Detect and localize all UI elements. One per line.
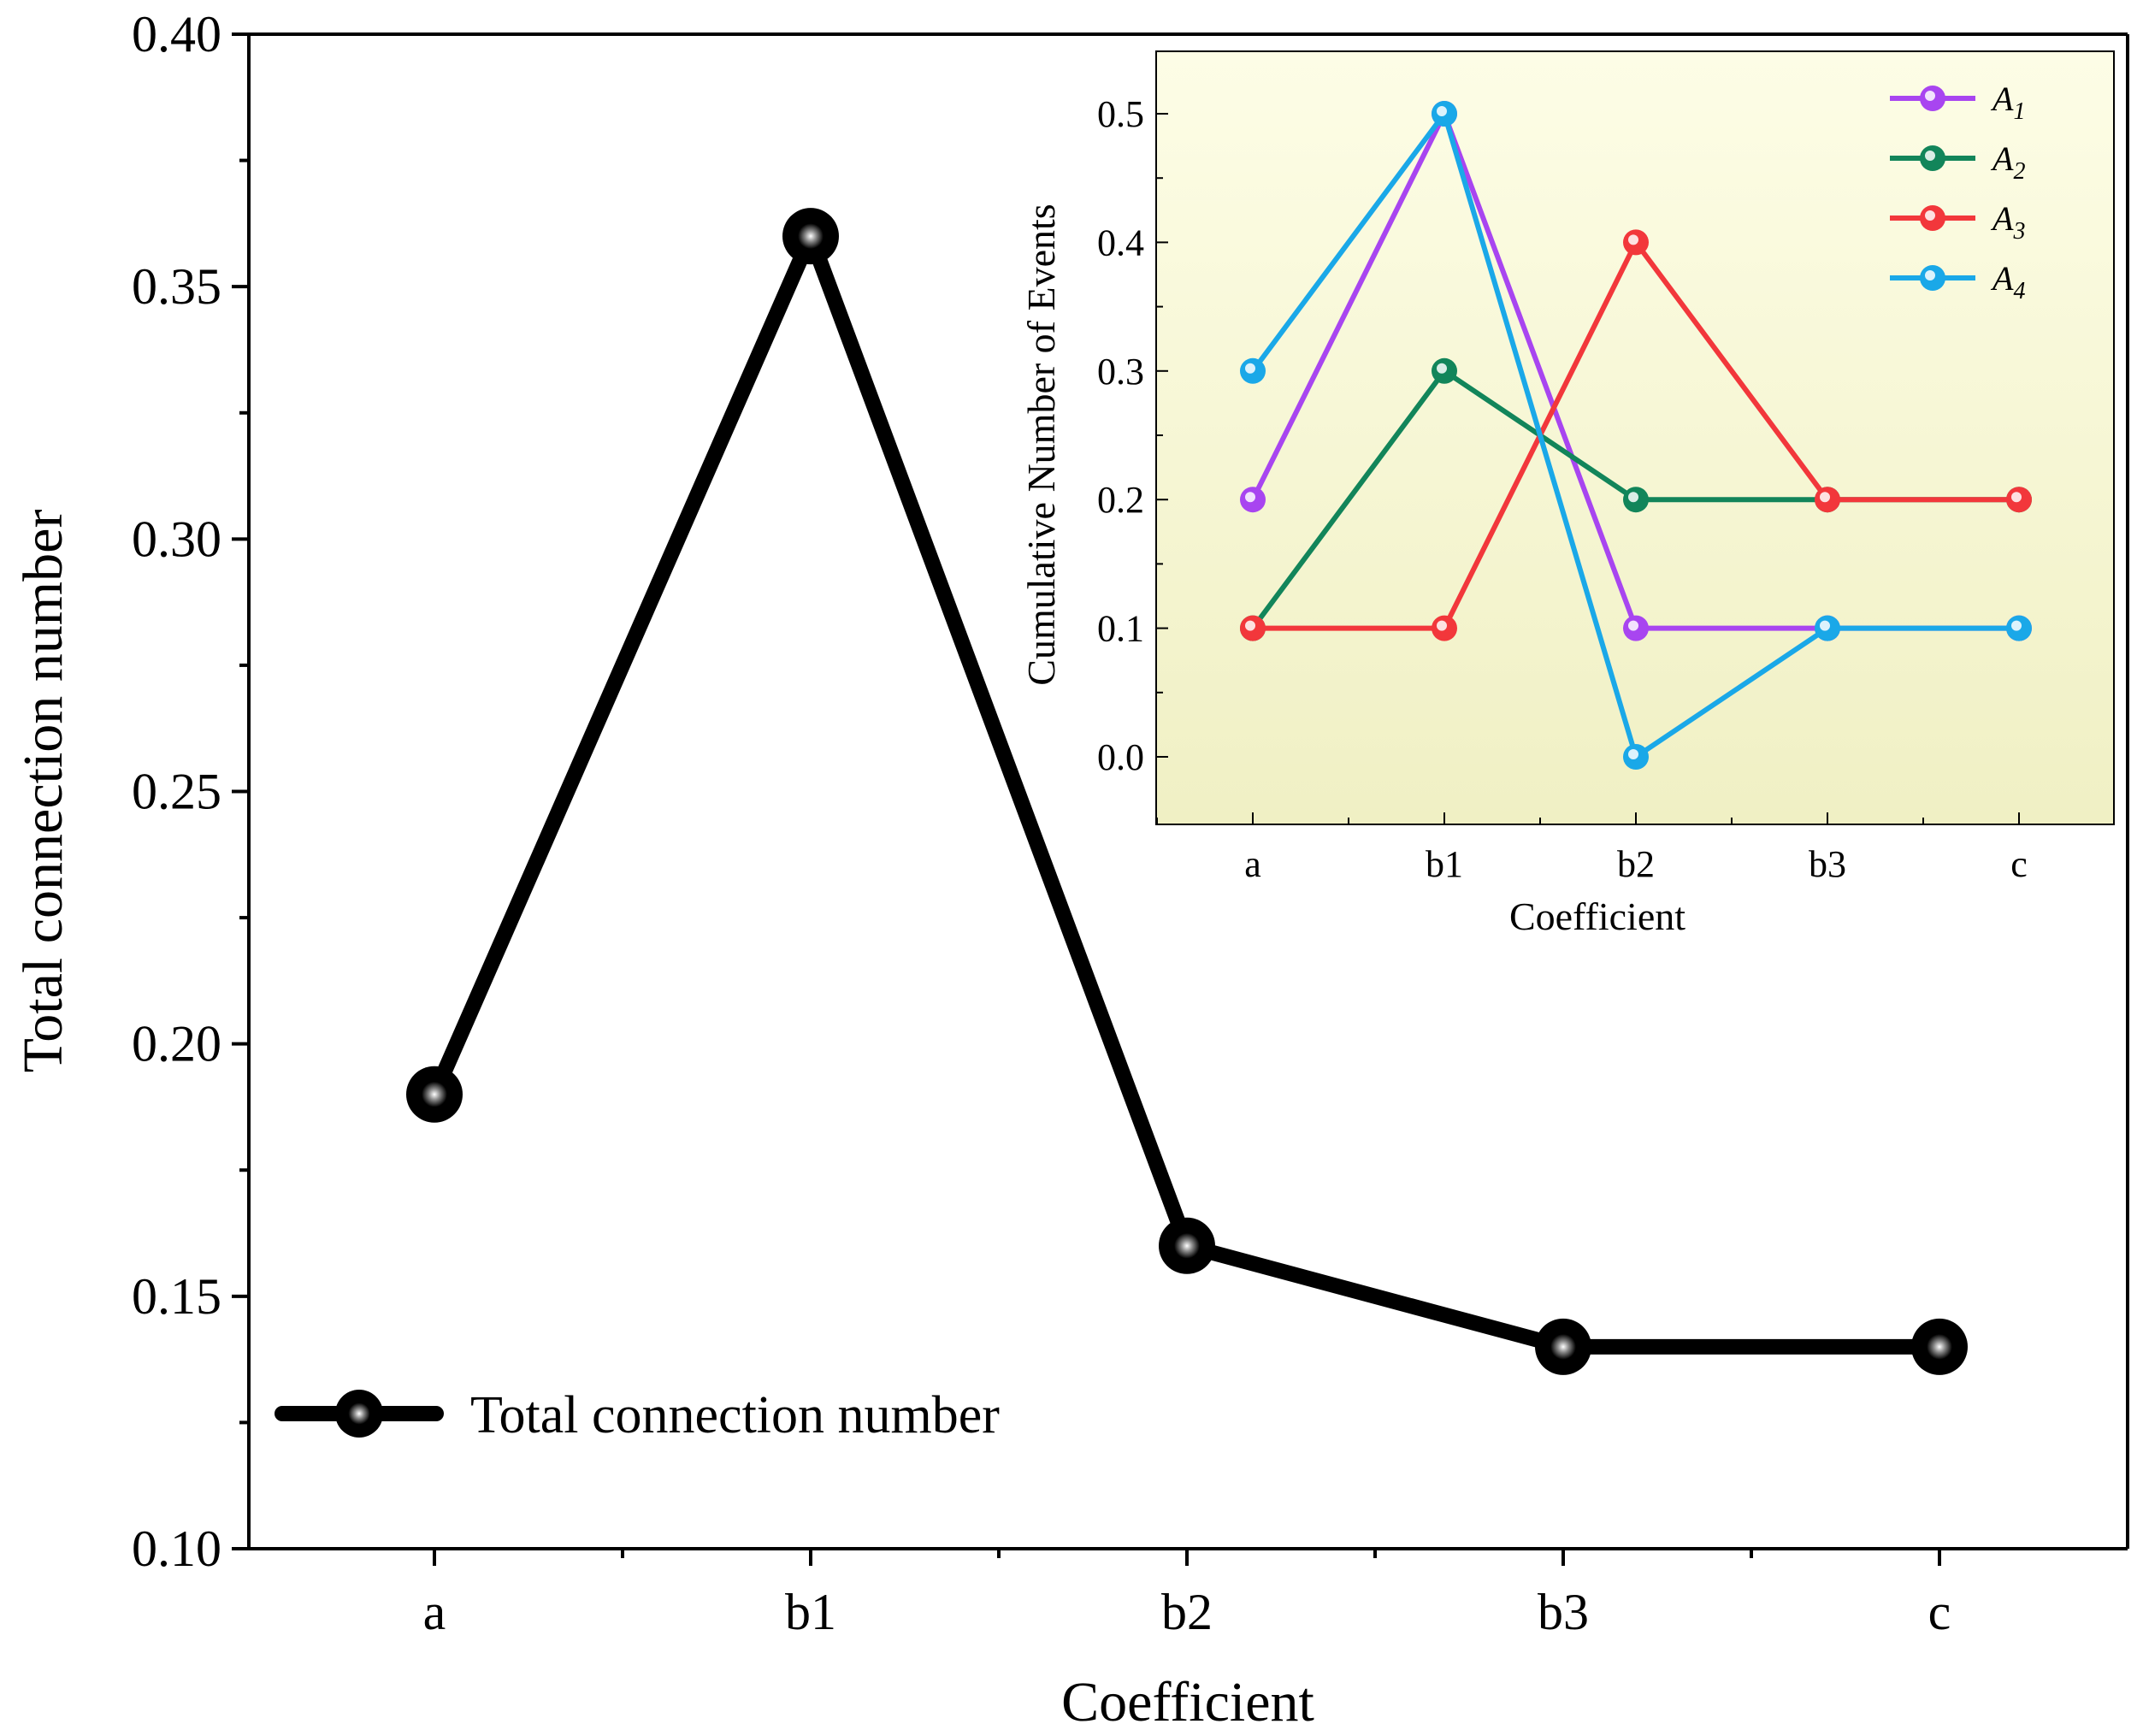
main-data-point (1159, 1217, 1215, 1274)
inset-y-axis-ticks: 0.0 0.1 0.2 0.3 0.4 0.5 (1097, 93, 1168, 778)
inset-y-tick-label: 0.0 (1097, 736, 1144, 778)
inset-data-point-highlight (1437, 363, 1447, 374)
inset-legend-marker-highlight (1925, 270, 1935, 280)
inset-y-axis-label: Cumulative Number of Events (1019, 204, 1063, 685)
inset-data-point-highlight (1820, 492, 1830, 503)
inset-legend-marker-highlight (1925, 210, 1935, 221)
main-x-tick-label: b1 (785, 1584, 836, 1640)
inset-y-tick-label: 0.3 (1097, 351, 1144, 393)
main-data-point (406, 1066, 463, 1123)
main-y-tick-label: 0.15 (132, 1268, 221, 1325)
main-x-axis-ticks: a b1 b2 b3 c (423, 1549, 1951, 1640)
inset-data-point-highlight (1245, 492, 1255, 503)
inset-legend-label: A4 (1990, 259, 2025, 304)
main-y-tick-label: 0.30 (132, 511, 221, 567)
inset-legend: A1 A2 A3 A4 (1890, 80, 2025, 304)
main-legend-marker (335, 1390, 383, 1438)
inset-series-A3 (1240, 229, 2032, 641)
inset-plot-background (1155, 50, 2115, 825)
inset-legend-marker-highlight (1925, 91, 1935, 101)
inset-x-axis-label: Coefficient (1509, 895, 1685, 938)
inset-data-point-highlight (1628, 492, 1638, 503)
inset-legend-marker-highlight (1925, 151, 1935, 161)
inset-y-tick-label: 0.4 (1097, 221, 1144, 263)
inset-y-tick-label: 0.1 (1097, 608, 1144, 650)
inset-data-point-highlight (1437, 106, 1447, 116)
inset-legend-item: A4 (1890, 259, 2025, 304)
main-legend: Total connection number (275, 1386, 1000, 1444)
inset-series (1240, 101, 2032, 770)
main-x-tick-label: b3 (1538, 1584, 1589, 1640)
main-x-axis-label: Coefficient (1061, 1671, 1314, 1733)
main-legend-label: Total connection number (470, 1386, 1000, 1444)
inset-x-tick-label: b3 (1809, 843, 1846, 885)
main-x-tick-label: a (423, 1584, 446, 1640)
inset-x-tick-label: b2 (1617, 843, 1655, 885)
inset-legend-label: A3 (1990, 199, 2025, 245)
inset-data-point-highlight (1245, 363, 1255, 374)
inset-legend-item: A2 (1890, 139, 2025, 185)
inset-legend-item: A3 (1890, 199, 2025, 245)
main-x-tick-label: b2 (1161, 1584, 1213, 1640)
inset-x-axis-ticks: a b1 b2 b3 c (1156, 812, 2028, 885)
inset-data-point-highlight (1437, 620, 1447, 631)
main-series (406, 208, 1968, 1375)
inset-chart: 0.00.10.20.30.40.5 a b1 b2 b3 c Coefficient … (1019, 50, 2115, 938)
main-y-axis-label: Total connection number (12, 510, 74, 1073)
inset-data-point-highlight (1628, 234, 1638, 245)
inset-x-tick-label: b1 (1426, 843, 1463, 885)
main-data-point (782, 208, 839, 265)
main-chart: 0.10 0.15 0.20 0.25 0.30 0.35 0.40 a b1 b2 b3 c Co… (12, 6, 2129, 1733)
inset-data-point-highlight (2011, 492, 2022, 503)
inset-legend-label: A1 (1990, 80, 2025, 125)
inset-data-point-highlight (1628, 749, 1638, 759)
inset-data-point-highlight (1245, 620, 1255, 631)
main-y-tick-label: 0.10 (132, 1520, 221, 1577)
main-y-tick-label: 0.20 (132, 1016, 221, 1072)
main-x-tick-label: c (1928, 1584, 1951, 1640)
inset-data-point-highlight (1820, 620, 1830, 631)
inset-y-tick-label: 0.2 (1097, 479, 1144, 521)
main-y-tick-label: 0.35 (132, 258, 221, 315)
inset-series-A4 (1240, 101, 2032, 770)
inset-legend-label: A2 (1990, 139, 2025, 185)
main-data-point (1911, 1318, 1968, 1375)
inset-x-tick-label: a (1244, 843, 1261, 885)
inset-x-tick-label: c (2010, 843, 2028, 885)
inset-data-point-highlight (1628, 620, 1638, 631)
inset-data-point-highlight (2011, 620, 2022, 631)
inset-legend-item: A1 (1890, 80, 2025, 125)
main-y-tick-label: 0.40 (132, 6, 221, 62)
main-y-tick-label: 0.25 (132, 764, 221, 820)
inset-y-tick-label: 0.5 (1097, 93, 1144, 135)
main-y-axis-ticks: 0.10 0.15 0.20 0.25 0.30 0.35 0.40 (132, 6, 249, 1577)
main-data-point (1535, 1318, 1591, 1375)
